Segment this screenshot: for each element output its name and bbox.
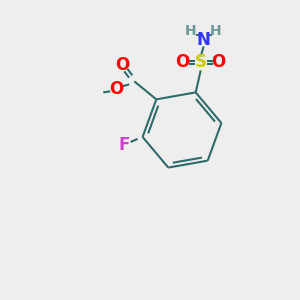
Text: F: F [119,136,130,154]
Text: O: O [109,80,123,98]
Text: H: H [185,24,197,38]
Text: O: O [176,53,190,71]
Text: O: O [212,53,226,71]
Text: O: O [115,56,129,74]
Text: H: H [210,24,221,38]
Text: S: S [195,53,207,71]
Text: N: N [197,32,211,50]
